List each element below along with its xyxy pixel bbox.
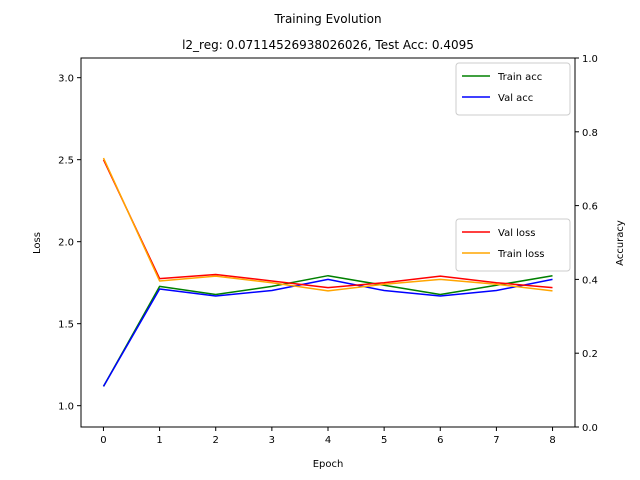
x-tick-label: 0 <box>100 435 106 446</box>
x-tick-label: 3 <box>269 435 275 446</box>
y-right-tick-label: 0.0 <box>582 423 598 434</box>
y-axis-left-label: Loss <box>32 232 43 254</box>
series-layer <box>102 157 553 387</box>
x-tick-label: 4 <box>325 435 331 446</box>
x-tick-label: 5 <box>381 435 387 446</box>
legend-box <box>455 62 571 116</box>
y-right-tick-label: 0.8 <box>582 128 598 139</box>
series-line-train-loss <box>102 157 553 292</box>
x-tick-label: 2 <box>213 435 219 446</box>
series-line-val-acc <box>102 278 553 387</box>
y-left-tick-label: 1.0 <box>58 402 74 413</box>
legend-label: Val acc <box>498 93 533 104</box>
x-tick-label: 7 <box>493 435 499 446</box>
y-right-tick-label: 0.2 <box>582 349 598 360</box>
y-left-tick-label: 3.0 <box>58 74 74 85</box>
y-right-tick-label: 1.0 <box>582 54 598 65</box>
y-left-tick-label: 1.5 <box>58 320 74 331</box>
x-axis-label: Epoch <box>313 459 344 470</box>
y-right-tick-label: 0.4 <box>582 275 598 286</box>
y-left-tick-label: 2.5 <box>58 156 74 167</box>
legend-label: Train loss <box>497 249 545 260</box>
legend-box <box>455 218 571 272</box>
legend-layer: Train acc Val acc Val loss Train loss <box>455 62 571 272</box>
x-tick-label: 8 <box>549 435 555 446</box>
legend-label: Val loss <box>498 228 535 239</box>
chart-title: Training Evolution <box>273 12 381 26</box>
x-tick-label: 1 <box>156 435 162 446</box>
y-left-tick-label: 2.0 <box>58 238 74 249</box>
axes-layer: 0 1 2 3 4 5 6 7 8 1.0 1.5 2.0 2.5 3.0 0.0 0.2 0.4 0.6 0.8 1… <box>58 54 598 446</box>
y-right-tick-label: 0.6 <box>582 202 598 213</box>
y-axis-right-label: Accuracy <box>615 220 626 266</box>
x-tick-label: 6 <box>437 435 443 446</box>
series-line-val-loss <box>102 159 553 289</box>
chart-subtitle: l2_reg: 0.07114526938026026, Test Acc: 0… <box>182 38 474 52</box>
series-line-train-acc <box>102 274 553 387</box>
legend-label: Train acc <box>497 72 542 83</box>
